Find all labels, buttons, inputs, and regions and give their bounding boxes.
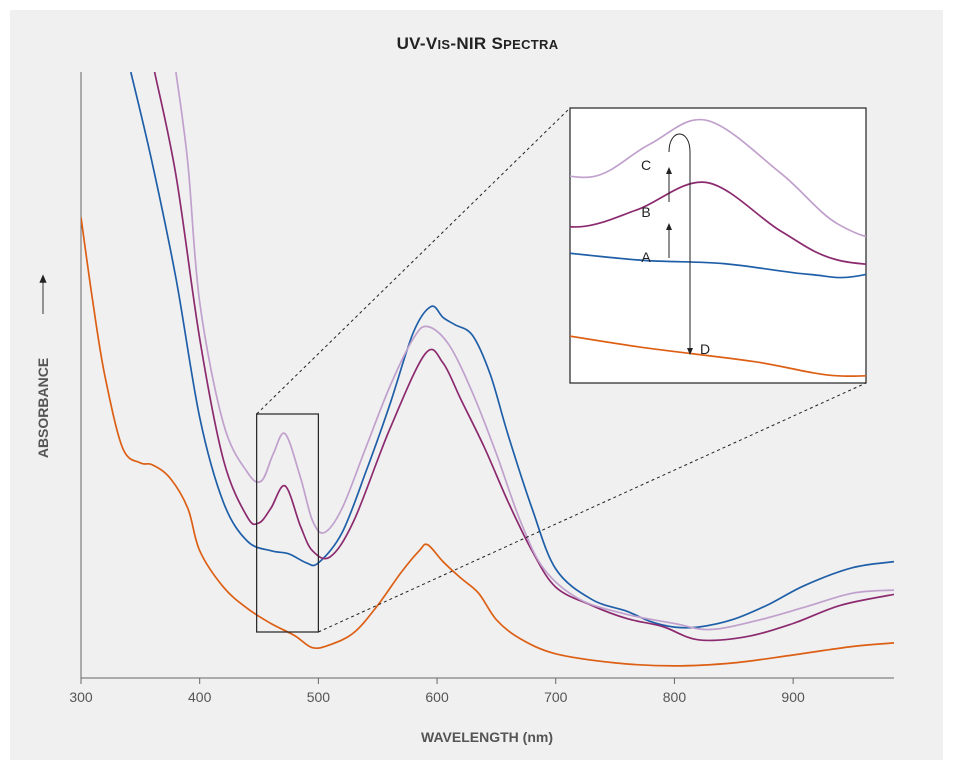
inset-plot [570, 118, 866, 378]
x-tick-label-500: 500 [307, 689, 331, 705]
x-tick-label-700: 700 [544, 689, 568, 705]
zoom-box [256, 413, 319, 633]
x-tick-label-800: 800 [663, 689, 687, 705]
axis-labels: WAVELENGTH (nm) ABSORBANCE [35, 274, 553, 745]
x-tick-label-400: 400 [188, 689, 212, 705]
series-line-A [129, 72, 894, 629]
inset-panel: A B C D [569, 107, 867, 384]
inset-series-B [570, 181, 866, 266]
plot-area [81, 72, 894, 667]
arrow-c-to-d [668, 133, 693, 355]
inset-box [569, 107, 867, 384]
series-line-D [81, 217, 894, 667]
inset-label-B: B [641, 204, 650, 220]
zoom-connector-bottom [318, 382, 867, 633]
x-tick-label-600: 600 [425, 689, 449, 705]
x-axis-title-text: WAVELENGTH [421, 729, 523, 745]
series-line-B [153, 72, 894, 642]
inset-label-D: D [700, 341, 710, 357]
zoom-annotation [256, 107, 867, 633]
x-tick-label-300: 300 [69, 689, 93, 705]
inset-series-C [570, 118, 866, 238]
zoom-connector-top [256, 107, 571, 415]
inset-series-A [570, 252, 866, 279]
y-axis-title: ABSORBANCE [35, 358, 51, 458]
inset-label-A: A [641, 249, 651, 265]
series-line-C [175, 72, 894, 631]
chart-title: UV-VIS-NIR SPECTRA [396, 34, 559, 53]
x-axis-title: WAVELENGTH (nm) [421, 729, 553, 745]
inset-label-C: C [641, 157, 651, 173]
inset-series-D [570, 335, 866, 378]
x-tick-label-900: 900 [781, 689, 805, 705]
x-axis-title-unit: (nm) [523, 729, 553, 745]
axes: 300 400 500 600 700 800 900 [69, 72, 894, 705]
